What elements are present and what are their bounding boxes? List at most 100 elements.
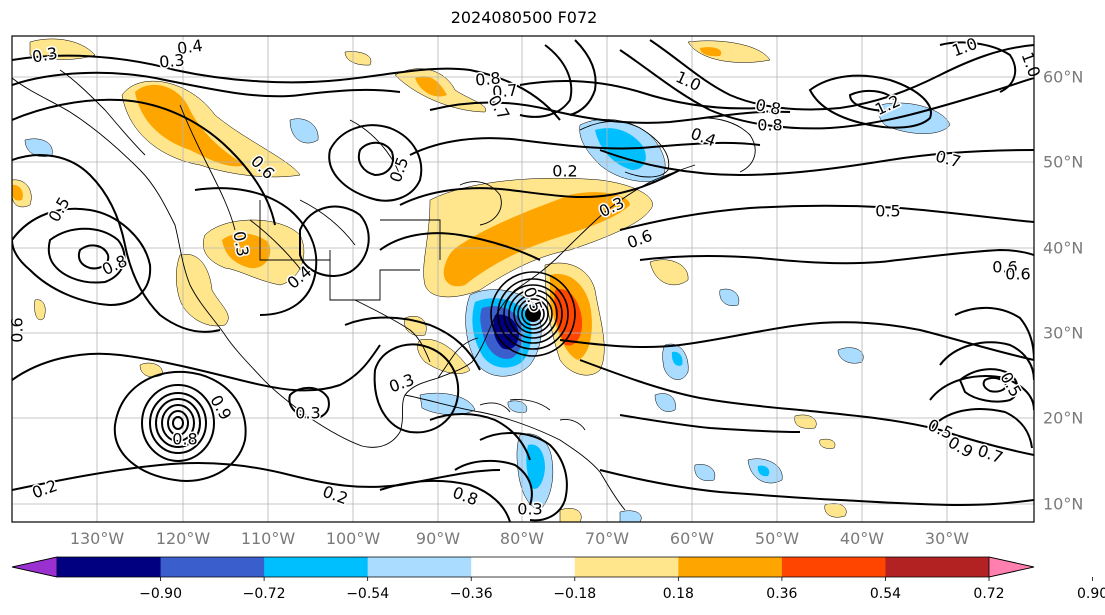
colorbar-tick-label: −0.90 (139, 586, 182, 602)
contour-label: 1.0 (949, 34, 979, 61)
colorbar-segment (160, 557, 265, 577)
shade-neg-light (694, 464, 716, 481)
colorbar-tick-label: 0.90 (1076, 586, 1105, 602)
colorbar-tick-label: 0.72 (973, 586, 1005, 602)
shade-neg-light (507, 400, 528, 413)
contour-label: 0.7 (975, 441, 1005, 468)
shade-pos-light (34, 299, 46, 321)
shade-pos-light (649, 259, 689, 286)
contour-label: 0.4 (176, 36, 204, 58)
latitude-label: 20°N (1043, 408, 1084, 428)
shade-pos-light (176, 253, 229, 327)
longitude-label: 40°W (839, 529, 885, 548)
contour-label: 0.5 (386, 154, 413, 184)
shade-pos-light (344, 51, 372, 66)
contour-label: 1.0 (1018, 49, 1045, 79)
latitude-label: 50°N (1043, 152, 1084, 172)
shade-pos-mid (12, 184, 23, 201)
contour-label: 0.6 (8, 317, 27, 342)
contour-label: 0.3 (386, 370, 416, 397)
shade-pos-mid (443, 192, 630, 287)
contour-label: 0.2 (29, 476, 59, 503)
colorbar-tick-label: −0.18 (553, 586, 597, 602)
longitude-label: 110°W (240, 529, 296, 548)
contour-label: 0.4 (688, 124, 718, 151)
graticule (12, 36, 1034, 522)
contour-label: 0.6 (1005, 265, 1030, 284)
contour-label: 0.3 (31, 43, 59, 66)
colorbar-tick-label: −0.36 (449, 586, 493, 602)
contour-label: 0.3 (158, 50, 185, 71)
shade-pos-mid (700, 47, 722, 57)
storm-center-marker (525, 306, 541, 322)
shade-neg-light (719, 288, 740, 306)
colorbar-tick-label: 0.18 (662, 586, 694, 602)
contour-label: 0.8 (757, 116, 782, 135)
colorbar-segment (57, 557, 162, 577)
contour-label: 0.2 (552, 162, 577, 181)
shade-neg-mid (757, 465, 770, 477)
colorbar (11, 556, 1093, 581)
colorbar-segment (678, 557, 783, 577)
contour-label: 0.3 (517, 500, 542, 519)
colorbar-tick-label: 0.54 (869, 586, 902, 602)
contour-label: 0.7 (934, 147, 964, 172)
contour-label: 0.6 (992, 258, 1017, 277)
shade-pos-light (29, 38, 96, 60)
shade-neg-light (878, 102, 951, 134)
contour-label: 0.8 (172, 430, 197, 449)
contour-label: 0.5 (996, 369, 1025, 401)
longitude-label: 90°W (415, 529, 461, 548)
longitude-label: 100°W (325, 529, 381, 548)
colorbar-tick-label: −0.54 (346, 586, 390, 602)
colorbar-tick-label: −0.72 (242, 586, 286, 602)
shade-pos-light (687, 40, 771, 63)
colorbar-segment (367, 557, 472, 577)
longitude-label: 70°W (584, 529, 630, 548)
contour-label: 0.7 (491, 80, 518, 101)
colorbar-max-arrow (988, 556, 1035, 578)
map-frame (11, 35, 1035, 523)
map-title: 2024080500 F072 (450, 8, 598, 27)
shade-pos-mid (415, 76, 447, 97)
contours (12, 39, 1034, 522)
shading-layer (12, 38, 951, 522)
vortex-contours (490, 271, 576, 357)
colorbar-min-arrow (11, 556, 58, 578)
shade-neg-light (419, 392, 476, 415)
shade-neg-light (837, 347, 864, 364)
longitude-label: 80°W (499, 529, 545, 548)
colorbar-segment (885, 557, 990, 577)
colorbar-segment (574, 557, 679, 577)
latitude-label: 30°N (1043, 323, 1084, 343)
shade-pos-light (794, 414, 817, 429)
contour-label: 0.9 (206, 392, 235, 424)
contour-label: 0.3 (295, 404, 320, 423)
colorbar-tick-label: 0.36 (766, 586, 798, 602)
contour-label: 0.3 (229, 230, 252, 258)
shade-neg-mid (671, 351, 683, 366)
shade-pos-light (824, 503, 847, 518)
colorbar-segment (264, 557, 369, 577)
shade-pos-light (139, 362, 163, 378)
shade-pos-light (559, 508, 582, 522)
latitude-label: 40°N (1043, 238, 1084, 258)
shade-pos-light (819, 438, 836, 449)
contour-label: 0.5 (875, 202, 900, 221)
longitude-label: 30°W (924, 529, 970, 548)
longitude-label: 60°W (669, 529, 715, 548)
colorbar-outline (11, 556, 1035, 578)
contour-label: 0.8 (474, 68, 501, 89)
shade-neg-mid (526, 444, 545, 489)
shade-neg-light (619, 510, 642, 522)
longitude-label: 120°W (155, 529, 211, 548)
shade-neg-light (654, 393, 676, 412)
latitude-label: 10°N (1043, 494, 1084, 514)
contour-label: 0.5 (45, 194, 74, 226)
shade-pos-mid (135, 84, 245, 167)
longitude-label: 50°W (754, 529, 800, 548)
colorbar-segment (781, 557, 886, 577)
shade-neg-light (289, 118, 319, 144)
colorbar-segment (471, 557, 576, 577)
